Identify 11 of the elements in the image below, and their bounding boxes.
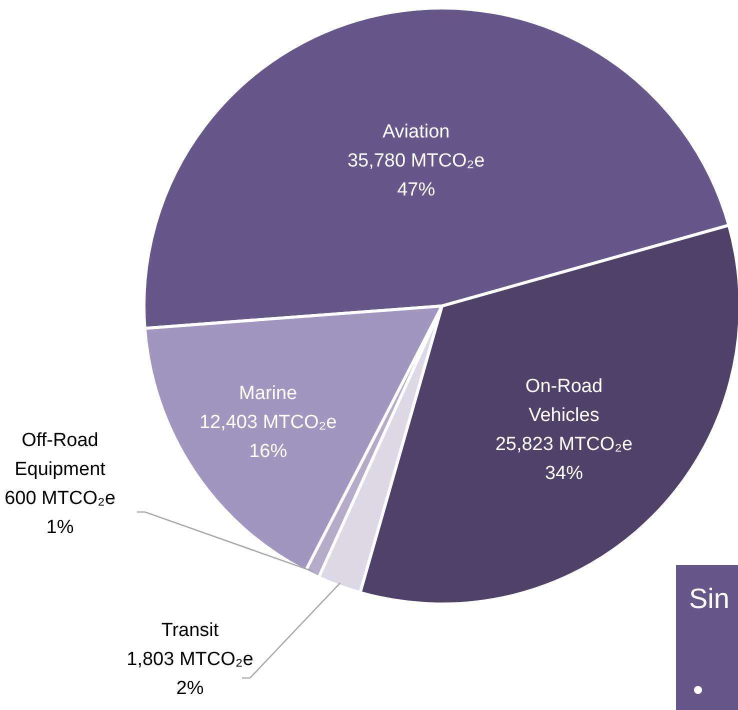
data-label: 35,780 MTCO₂e 47% — [347, 150, 485, 200]
slice-label: Aviation — [382, 121, 450, 142]
slice-label: On-Road Vehicles — [525, 376, 603, 426]
data-label: 600 MTCO₂e 1% — [4, 488, 116, 538]
slice-label: Transit — [161, 620, 220, 641]
slice-label: Marine — [239, 383, 298, 404]
data-label: 1,803 MTCO₂e 2% — [126, 649, 254, 699]
data-label: 25,823 MTCO₂e 34% — [495, 434, 633, 484]
data-label: 12,403 MTCO₂e 16% — [199, 412, 337, 462]
text: Sin — [689, 583, 730, 614]
slice-label: Off-Road Equipment — [14, 430, 106, 480]
